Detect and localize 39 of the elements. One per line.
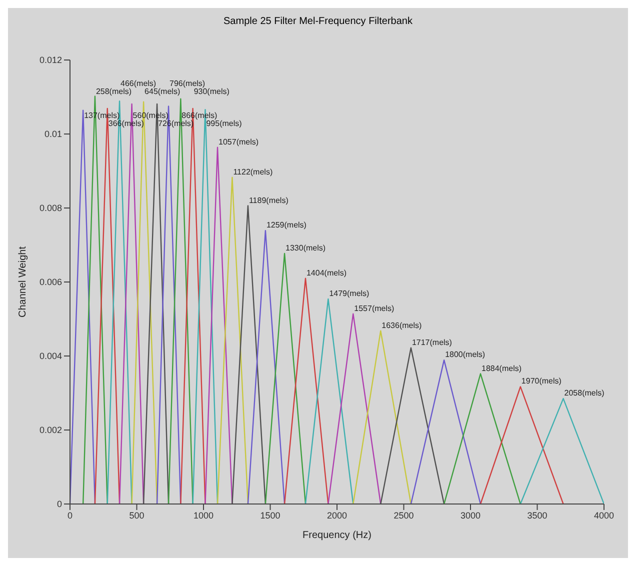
annotation: 1970(mels) — [521, 376, 562, 386]
y-tick-label: 0.008 — [39, 203, 62, 214]
annotation: 645(mels) — [144, 87, 180, 96]
x-tick-label: 2000 — [326, 510, 348, 520]
y-tick-label: 0.012 — [39, 55, 62, 66]
x-axis-title: Frequency (Hz) — [302, 530, 372, 541]
annotation: 466(mels) — [120, 79, 156, 88]
x-tick-label: 1000 — [193, 510, 214, 520]
y-tick-label: 0.004 — [39, 351, 62, 362]
x-tick-label: 4000 — [594, 510, 614, 520]
annotation: 1557(mels) — [354, 304, 395, 313]
annotation: 1404(mels) — [306, 268, 347, 278]
y-tick-label: 0.01 — [44, 129, 62, 140]
y-tick-label: 0.002 — [39, 425, 62, 436]
y-axis-title: Channel Weight — [18, 246, 29, 318]
annotation: 1717(mels) — [412, 338, 452, 347]
x-tick-label: 3500 — [527, 510, 548, 520]
annotation: 995(mels) — [206, 119, 242, 128]
x-tick-label: 500 — [129, 510, 144, 520]
x-tick-label: 1500 — [260, 510, 280, 520]
annotation: 1800(mels) — [445, 350, 486, 360]
chart-title: Sample 25 Filter Mel-Frequency Filterbank — [222, 15, 414, 29]
annotation: 258(mels) — [96, 87, 132, 96]
annotation: 1479(mels) — [329, 289, 370, 298]
annotation: 1884(mels) — [482, 364, 522, 373]
annotation: 1330(mels) — [286, 244, 326, 253]
annotation: 1057(mels) — [218, 137, 259, 146]
annotation: 1636(mels) — [382, 320, 422, 330]
annotation: 930(mels) — [194, 87, 230, 96]
x-tick-label: 2500 — [394, 510, 414, 520]
annotation: 2058(mels) — [564, 388, 605, 398]
annotation: 1259(mels) — [266, 220, 307, 230]
y-tick-label: 0.006 — [39, 277, 62, 288]
annotation: 1122(mels) — [233, 167, 273, 176]
x-tick-label: 3000 — [460, 510, 481, 520]
annotation: 1189(mels) — [248, 196, 289, 205]
x-tick-label: 0 — [67, 510, 73, 520]
annotation: 796(mels) — [170, 79, 206, 88]
y-tick-label: 0 — [56, 499, 62, 510]
